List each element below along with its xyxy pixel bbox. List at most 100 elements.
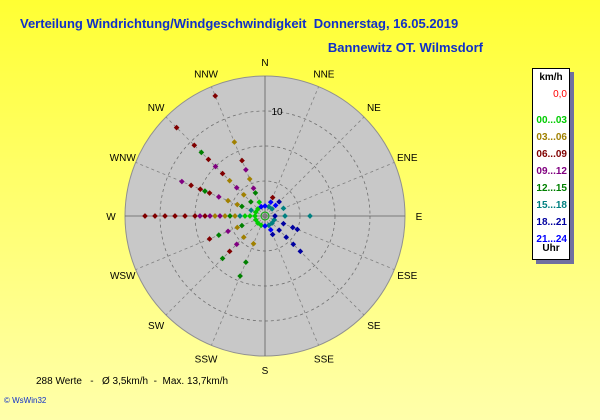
data-point [256,199,263,205]
rose-spoke-nnw [211,86,266,217]
direction-label-e: E [416,212,423,223]
data-point [227,213,233,219]
data-point [206,190,213,196]
data-point [237,213,243,219]
rose-spoke-se [264,215,365,316]
direction-label-ssw: SSW [195,354,218,365]
direction-label-ese: ESE [397,271,417,282]
data-point [207,213,213,219]
data-point [234,201,241,208]
data-point [258,203,265,210]
data-point [258,222,265,229]
rose-spoke-sse [264,215,319,346]
software-credit: © WsWin32 [4,396,47,405]
data-point [162,213,168,219]
legend-class-0: 00...03 [536,115,567,126]
station-name: Bannewitz OT. Wilmsdorf [327,40,483,55]
legend-footer: Uhr [542,243,560,254]
data-point [239,203,245,210]
rose-spoke-sw [165,215,266,316]
data-point [219,255,226,262]
rose-spoke-ne [264,116,365,217]
data-point [237,273,243,279]
data-point [225,197,231,204]
data-point [212,213,218,219]
data-point [282,213,288,219]
data-point [265,203,272,210]
direction-label-se: SE [367,321,381,332]
data-point [240,191,247,198]
data-point [179,178,185,185]
data-point [252,190,259,196]
legend-class-6: 18...21 [536,217,567,228]
data-point [269,194,276,201]
rose-spoke-nw [165,116,266,217]
data-point [206,236,213,242]
data-point [239,157,245,164]
data-point [197,213,203,219]
data-point [232,213,238,219]
stats-footer: 288 Werte - Ø 3,5km/h - Max. 13,7km/h [36,376,229,387]
data-point [248,199,254,205]
data-point [242,213,248,219]
data-point [272,213,278,219]
direction-label-sse: SSE [314,354,334,365]
direction-label-nne: NNE [313,70,334,81]
data-point [191,142,198,149]
series-09---12 [179,163,257,248]
data-point [173,124,180,131]
data-point [142,213,148,219]
data-point [222,213,228,219]
data-point [231,139,238,145]
data-point [250,185,257,192]
rose-spoke-ene [264,162,395,217]
chart-title: Verteilung Windrichtung/Windgeschwindigk… [20,16,459,31]
data-point [250,240,257,247]
direction-label-nnw: NNW [194,70,218,81]
data-point [248,207,254,214]
data-point [272,202,279,209]
data-point [294,226,301,233]
data-point [276,227,282,233]
rose-spoke-wnw [135,162,266,217]
series-03---06 [212,139,257,247]
legend-unit: km/h [539,72,563,83]
series-15---18 [237,203,313,229]
legend-class-4: 12...15 [536,183,567,194]
data-point [226,177,233,184]
series-21---24 [258,199,279,233]
data-point [267,227,274,233]
legend-class-7: 21...24 [536,234,567,245]
data-point [188,182,194,189]
data-point [247,213,253,219]
data-point [283,234,290,241]
data-point [219,170,226,177]
data-point [267,199,274,205]
data-point [215,194,222,200]
data-point [152,213,158,219]
rose-spoke-ssw [211,215,266,346]
data-point [217,213,223,219]
data-point [289,224,296,231]
legend-class-5: 15...18 [536,200,567,211]
data-point [262,203,268,209]
radial-tick-label: 10 [271,107,283,118]
data-point [269,231,276,238]
data-point [225,228,231,235]
direction-label-w: W [106,212,116,223]
data-point [280,205,287,212]
direction-label-wsw: WSW [110,271,136,282]
data-point [215,232,222,238]
direction-label-sw: SW [148,321,165,332]
series-18---21 [269,199,304,255]
direction-label-n: N [261,58,268,69]
calm-marker [260,211,270,221]
legend-class-2: 06...09 [536,149,567,160]
rose-spoke-ese [264,215,395,270]
data-point [243,166,249,173]
data-point [205,156,212,163]
data-point [172,213,178,219]
data-point [226,248,233,255]
rose-spoke-nne [264,86,319,217]
